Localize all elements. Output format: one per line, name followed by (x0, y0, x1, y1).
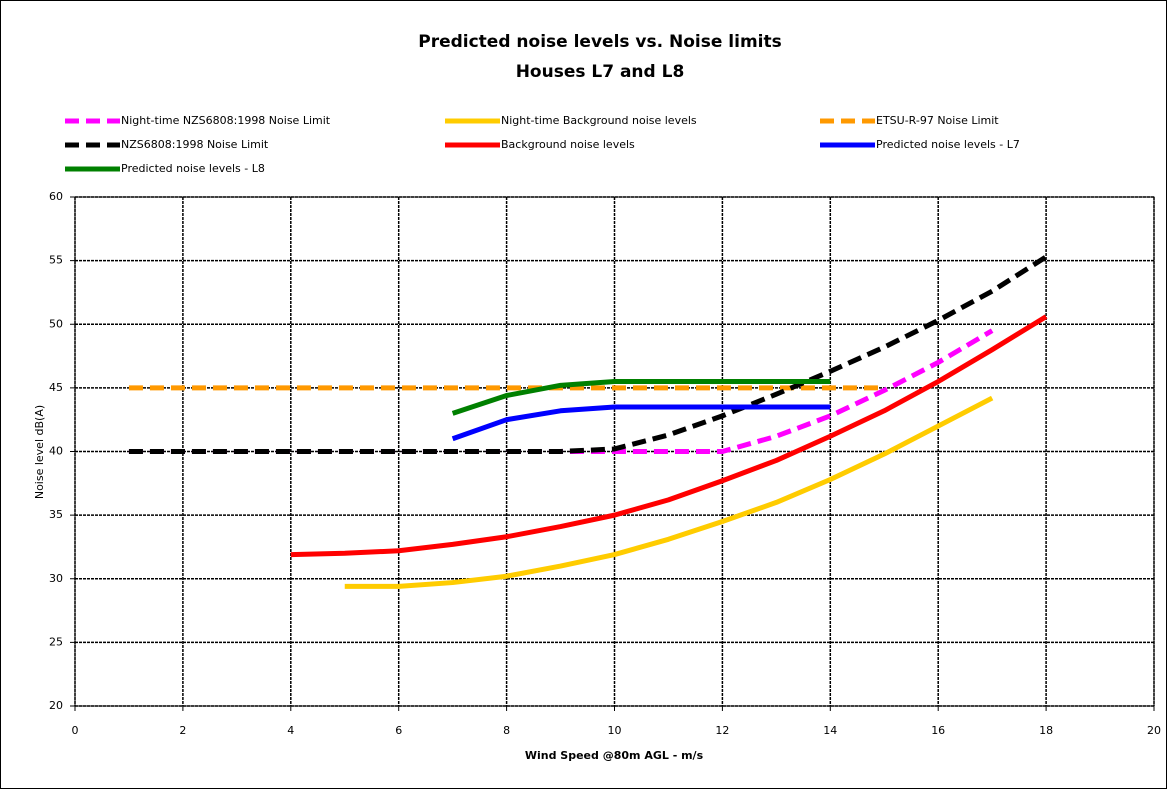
x-tick-label: 14 (823, 724, 837, 737)
y-tick-label: 55 (49, 254, 63, 267)
series-line (451, 379, 831, 416)
y-tick-label: 25 (49, 635, 63, 648)
legend-label: Night-time NZS6808:1998 Noise Limit (121, 114, 331, 127)
x-tick-label: 6 (395, 724, 402, 737)
legend-label: ETSU-R-97 Noise Limit (876, 114, 999, 127)
chart-subtitle: Houses L7 and L8 (516, 62, 685, 82)
legend-label: Background noise levels (501, 138, 635, 151)
legend-label: Predicted noise levels - L8 (121, 162, 265, 175)
y-tick-label: 60 (49, 190, 63, 203)
x-axis-label: Wind Speed @80m AGL - m/s (525, 749, 704, 762)
y-tick-label: 20 (49, 699, 63, 712)
chart-title: Predicted noise levels vs. Noise limits (418, 32, 782, 52)
y-axis-label: Noise level dB(A) (33, 405, 46, 499)
x-tick-label: 20 (1147, 724, 1161, 737)
x-tick-label: 0 (72, 724, 79, 737)
x-tick-label: 16 (931, 724, 945, 737)
series-line (128, 254, 1048, 454)
y-tick-label: 45 (49, 381, 63, 394)
y-tick-label: 50 (49, 317, 63, 330)
series-line (344, 395, 994, 589)
series-line (290, 314, 1048, 558)
x-tick-label: 4 (287, 724, 294, 737)
x-tick-label: 8 (503, 724, 510, 737)
legend-label: NZS6808:1998 Noise Limit (121, 138, 269, 151)
y-tick-label: 30 (49, 572, 63, 585)
x-tick-label: 18 (1039, 724, 1053, 737)
y-tick-label: 40 (49, 445, 63, 458)
legend-label: Night-time Background noise levels (501, 114, 697, 127)
x-tick-label: 10 (608, 724, 622, 737)
series-line (451, 404, 831, 442)
x-tick-label: 2 (179, 724, 186, 737)
y-tick-label: 35 (49, 508, 63, 521)
x-tick-label: 12 (715, 724, 729, 737)
legend-label: Predicted noise levels - L7 (876, 138, 1020, 151)
